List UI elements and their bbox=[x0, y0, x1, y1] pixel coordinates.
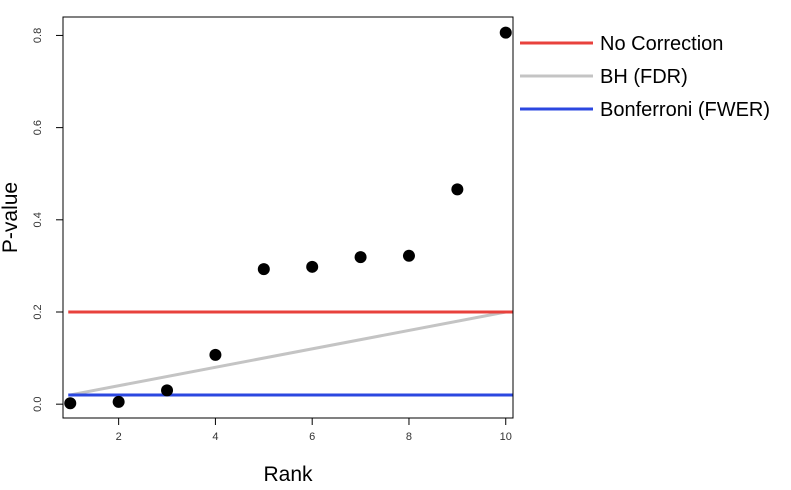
x-axis: 2 4 6 8 10 bbox=[116, 418, 512, 443]
data-point bbox=[257, 263, 270, 276]
bh-fdr-line bbox=[69, 310, 507, 397]
x-tick-label: 6 bbox=[309, 431, 315, 443]
data-point bbox=[209, 348, 222, 361]
x-axis-title: Rank bbox=[263, 463, 313, 486]
data-point bbox=[64, 397, 77, 410]
plot-frame bbox=[62, 16, 514, 419]
data-point bbox=[402, 249, 415, 262]
y-tick-label: 0.4 bbox=[32, 212, 44, 227]
x-tick-label: 8 bbox=[406, 431, 412, 443]
data-point bbox=[112, 395, 125, 408]
y-tick-label: 0.6 bbox=[32, 120, 44, 135]
data-point bbox=[306, 260, 319, 273]
reference-lines bbox=[68, 310, 513, 397]
y-tick-label: 0.8 bbox=[32, 28, 44, 43]
legend-label: Bonferroni (FWER) bbox=[600, 99, 770, 121]
legend: No Correction BH (FDR) Bonferroni (FWER) bbox=[520, 33, 770, 121]
data-points bbox=[64, 26, 512, 410]
data-point bbox=[499, 26, 512, 39]
legend-label: No Correction bbox=[600, 33, 723, 55]
y-tick-label: 0.2 bbox=[32, 304, 44, 319]
y-axis-title: P-value bbox=[0, 182, 22, 253]
y-axis: 0.0 0.2 0.4 0.6 0.8 bbox=[32, 28, 63, 412]
x-tick-label: 4 bbox=[212, 431, 218, 443]
data-point bbox=[451, 183, 464, 196]
legend-label: BH (FDR) bbox=[600, 66, 688, 88]
x-tick-label: 10 bbox=[500, 431, 512, 443]
data-point bbox=[161, 384, 174, 397]
y-tick-label: 0.0 bbox=[32, 397, 44, 412]
x-tick-label: 2 bbox=[116, 431, 122, 443]
data-point bbox=[354, 251, 367, 264]
